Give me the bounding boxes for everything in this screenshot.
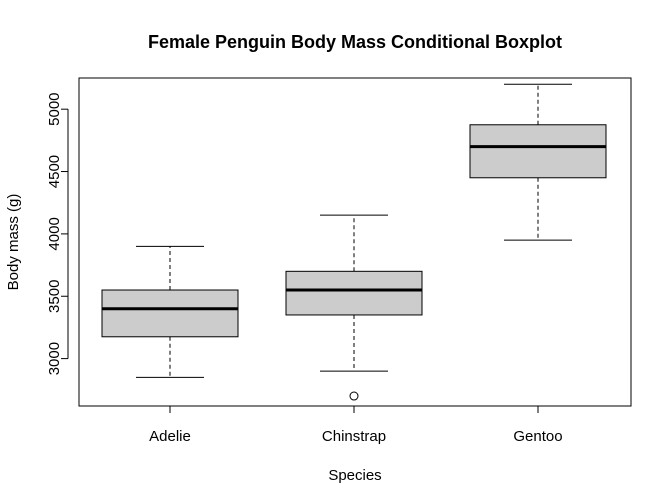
x-tick-label: Adelie — [149, 428, 191, 445]
x-axis: Adelie Chinstrap Gentoo — [149, 405, 563, 445]
y-tick-label: 3000 — [46, 342, 63, 375]
box-chinstrap — [285, 214, 423, 401]
y-tick-label: 5000 — [46, 92, 63, 125]
box-gentoo — [469, 83, 607, 241]
y-tick-label: 4500 — [46, 155, 63, 188]
y-axis: 3000 3500 4000 4500 5000 — [46, 92, 69, 375]
x-tick-label: Gentoo — [513, 428, 562, 445]
iqr-box — [469, 124, 607, 179]
iqr-box — [101, 289, 239, 338]
chart-title: Female Penguin Body Mass Conditional Box… — [148, 32, 562, 52]
box-adelie — [101, 245, 239, 378]
outlier-point — [349, 391, 359, 401]
y-axis-label: Body mass (g) — [5, 194, 22, 291]
x-axis-label: Species — [328, 467, 381, 484]
y-tick-label: 4000 — [46, 217, 63, 250]
boxes-group — [101, 83, 607, 401]
x-tick-label: Chinstrap — [322, 428, 386, 445]
y-tick-label: 3500 — [46, 280, 63, 313]
iqr-box — [285, 270, 423, 316]
